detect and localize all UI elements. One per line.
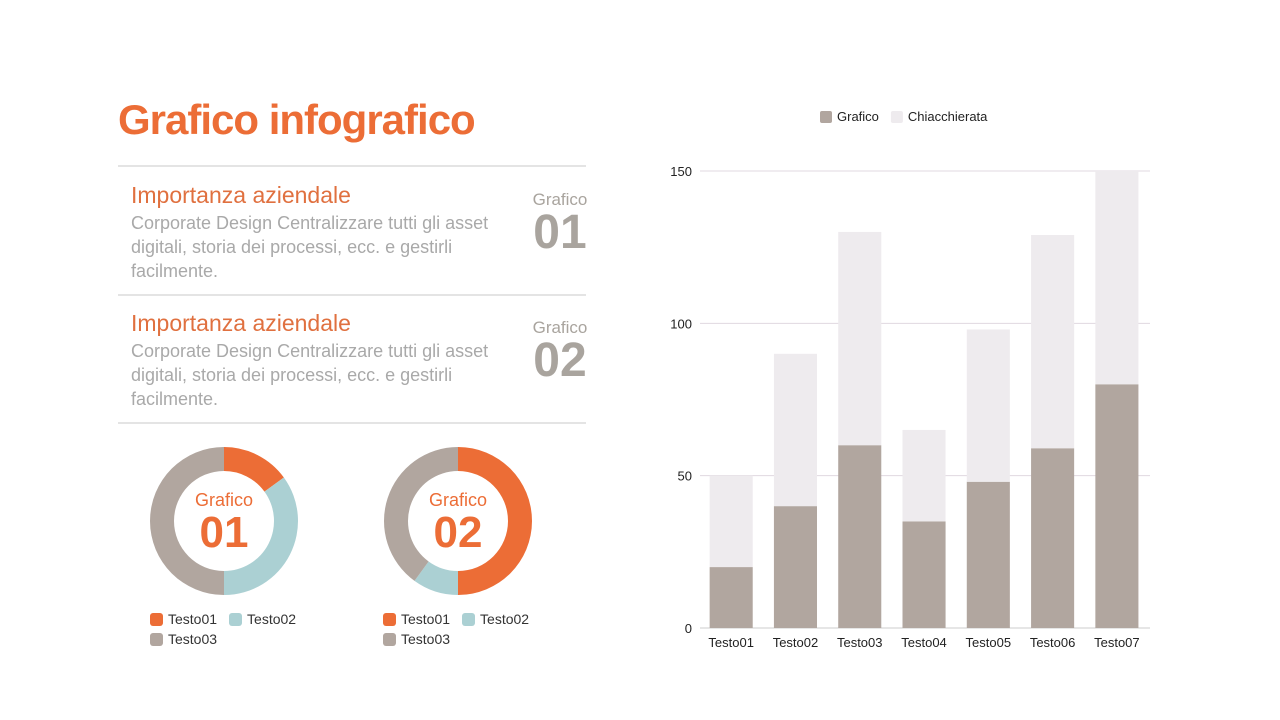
x-tick-label: Testo04 bbox=[901, 635, 947, 650]
divider bbox=[118, 422, 586, 424]
legend-swatch bbox=[383, 632, 396, 646]
section-heading: Importanza aziendale bbox=[131, 310, 351, 336]
x-tick-label: Testo05 bbox=[966, 635, 1012, 650]
legend-swatch bbox=[150, 612, 163, 626]
donut-label-1: Grafico 01 bbox=[149, 489, 299, 555]
badge-1: Grafico 01 bbox=[530, 190, 590, 259]
divider bbox=[118, 165, 586, 167]
bar-chiacchierata-testo02 bbox=[773, 353, 817, 507]
donut-label-2: Grafico 02 bbox=[383, 489, 533, 555]
donut-segment-testo03 bbox=[384, 447, 458, 581]
x-tick-label: Testo07 bbox=[1094, 635, 1140, 650]
legend-label: Testo01 bbox=[168, 611, 218, 627]
donut-segment-testo01 bbox=[458, 447, 532, 595]
donut-segment-testo01 bbox=[224, 447, 284, 492]
badge-number: 01 bbox=[533, 206, 587, 259]
bar-grafico-testo04 bbox=[902, 521, 946, 628]
divider bbox=[118, 294, 586, 296]
y-tick-label: 100 bbox=[670, 316, 692, 331]
bar-chiacchierata-testo05 bbox=[966, 329, 1010, 482]
legend-label: Testo01 bbox=[401, 611, 451, 627]
page-title: Grafico infografico bbox=[118, 96, 476, 143]
badge-label: Grafico bbox=[532, 190, 588, 209]
bar-chiacchierata-testo01 bbox=[709, 475, 753, 568]
legend-swatch bbox=[383, 612, 396, 626]
section-2: Importanza aziendale Corporate Design Ce… bbox=[131, 310, 526, 411]
bar-chiacchierata-testo03 bbox=[838, 231, 882, 446]
section-body: Corporate Design Centralizzare tutti gli… bbox=[131, 213, 489, 281]
y-tick-label: 50 bbox=[678, 469, 692, 484]
donut-title: Grafico bbox=[194, 490, 254, 510]
legend-label: Testo02 bbox=[247, 611, 297, 627]
donut-number: 01 bbox=[199, 508, 249, 557]
donut-chart-1 bbox=[150, 447, 298, 595]
donut-legend-1: Testo01 Testo02 Testo03 bbox=[150, 611, 330, 651]
donut-title: Grafico bbox=[428, 490, 488, 510]
legend-swatch bbox=[462, 612, 476, 626]
bar-grafico-testo06 bbox=[1031, 448, 1075, 628]
y-tick-label: 0 bbox=[685, 621, 692, 636]
bar-grafico-testo01 bbox=[709, 567, 753, 628]
bar-grafico-testo02 bbox=[773, 506, 817, 628]
legend-label: Grafico bbox=[837, 109, 879, 124]
bar-grafico-testo07 bbox=[1095, 384, 1139, 628]
legend-swatch bbox=[890, 111, 903, 123]
bar-chiacchierata-testo04 bbox=[902, 429, 946, 522]
legend-swatch bbox=[820, 111, 832, 123]
donut-segment-testo03 bbox=[150, 447, 224, 595]
x-tick-label: Testo03 bbox=[837, 635, 883, 650]
badge-label: Grafico bbox=[532, 318, 588, 337]
donut-segment-testo02 bbox=[224, 477, 298, 595]
badge-number: 02 bbox=[533, 334, 587, 387]
stacked-bar-chart: 0 50 100 150 Testo01 Testo02 Testo03 Testo04 Tes… bbox=[670, 109, 1150, 650]
bar-chiacchierata-testo07 bbox=[1095, 171, 1139, 385]
donut-chart-2 bbox=[384, 447, 532, 595]
section-heading: Importanza aziendale bbox=[131, 182, 351, 208]
legend-label: Testo03 bbox=[401, 631, 451, 647]
section-1: Importanza aziendale Corporate Design Ce… bbox=[131, 182, 526, 283]
donut-legend-2: Testo01 Testo02 Testo03 bbox=[383, 611, 563, 651]
legend-label: Chiacchierata bbox=[908, 109, 988, 124]
legend-swatch bbox=[229, 612, 243, 626]
bar-grafico-testo03 bbox=[838, 445, 882, 628]
legend-label: Testo03 bbox=[168, 631, 218, 647]
x-tick-label: Testo02 bbox=[773, 635, 819, 650]
donut-segment-testo02 bbox=[414, 561, 458, 595]
y-tick-label: 150 bbox=[670, 164, 692, 179]
x-tick-label: Testo06 bbox=[1030, 635, 1076, 650]
legend-label: Testo02 bbox=[480, 611, 530, 627]
legend-swatch bbox=[150, 632, 163, 646]
x-tick-label: Testo01 bbox=[708, 635, 754, 650]
donut-number: 02 bbox=[433, 508, 483, 557]
bar-grafico-testo05 bbox=[966, 481, 1010, 628]
bar-chiacchierata-testo06 bbox=[1031, 234, 1075, 449]
section-body: Corporate Design Centralizzare tutti gli… bbox=[131, 341, 489, 409]
badge-2: Grafico 02 bbox=[530, 318, 590, 387]
